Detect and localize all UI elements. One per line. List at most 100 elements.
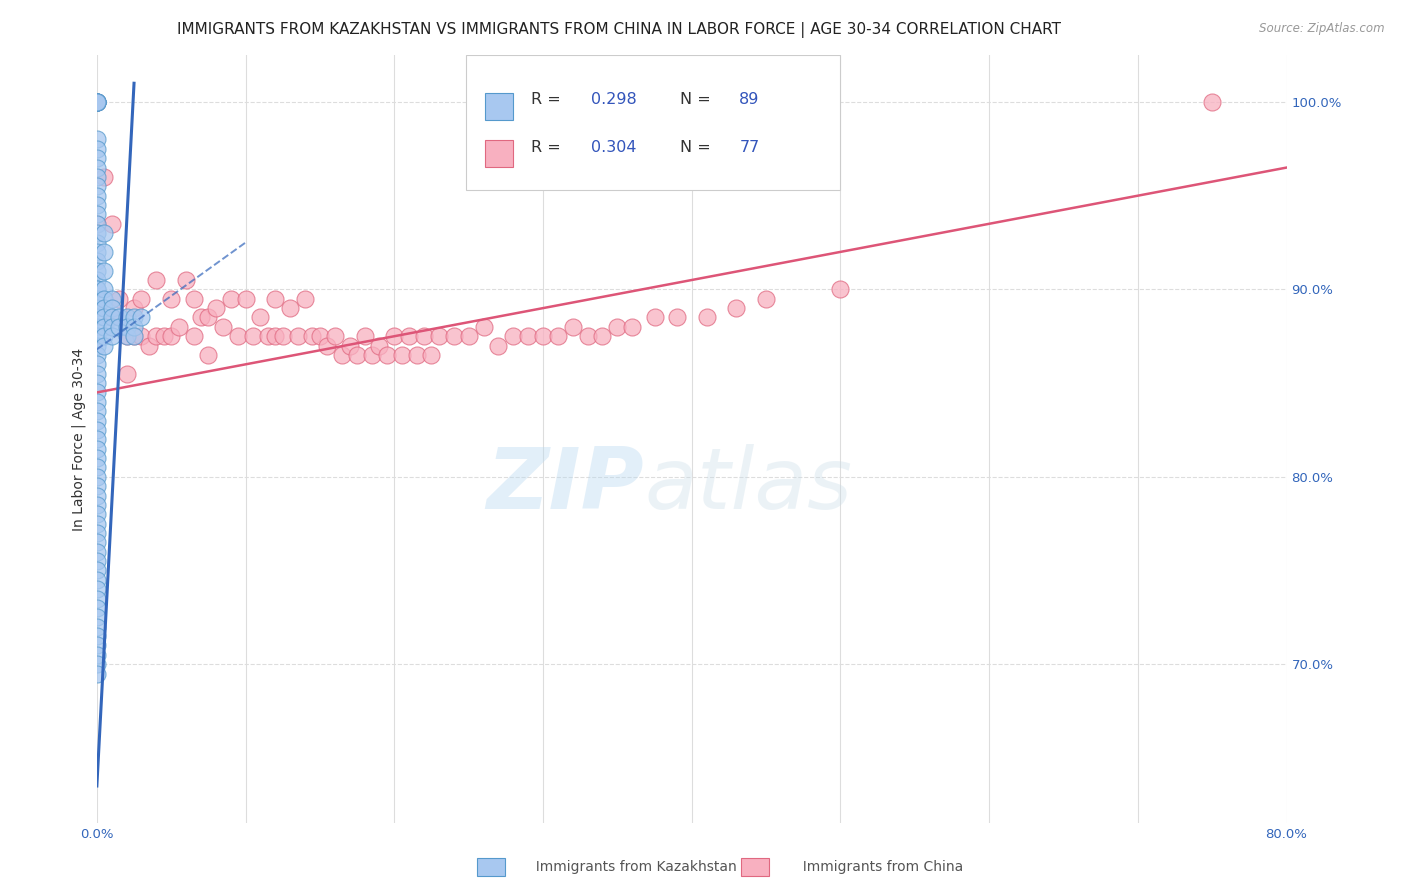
Point xyxy=(86,498,108,512)
Point xyxy=(86,244,108,259)
Point xyxy=(725,301,748,315)
Point xyxy=(405,348,427,362)
Point xyxy=(644,310,666,325)
Point xyxy=(205,301,228,315)
Text: IMMIGRANTS FROM KAZAKHSTAN VS IMMIGRANTS FROM CHINA IN LABOR FORCE | AGE 30-34 C: IMMIGRANTS FROM KAZAKHSTAN VS IMMIGRANTS… xyxy=(177,22,1060,38)
Point xyxy=(219,292,242,306)
Point xyxy=(413,329,436,343)
Point xyxy=(330,348,353,362)
Text: ZIP: ZIP xyxy=(486,444,644,527)
Point xyxy=(86,376,108,390)
Point xyxy=(93,244,115,259)
Point xyxy=(100,310,122,325)
Point xyxy=(86,198,108,212)
Text: 89: 89 xyxy=(740,92,759,107)
Point xyxy=(294,292,316,306)
Point xyxy=(86,348,108,362)
Point xyxy=(93,226,115,240)
Point xyxy=(86,263,108,277)
Point xyxy=(131,310,153,325)
Point xyxy=(86,564,108,578)
Point xyxy=(443,329,465,343)
Point xyxy=(531,329,554,343)
Point xyxy=(86,545,108,559)
Point xyxy=(86,460,108,475)
Point xyxy=(93,329,115,343)
Point xyxy=(755,292,778,306)
Point xyxy=(86,95,108,109)
Point xyxy=(226,329,249,343)
Point xyxy=(160,292,183,306)
Point xyxy=(100,301,122,315)
Point xyxy=(830,282,852,296)
Point xyxy=(249,310,271,325)
Point xyxy=(86,442,108,456)
Point xyxy=(86,132,108,146)
Text: N =: N = xyxy=(681,92,716,107)
Point xyxy=(696,310,718,325)
Point xyxy=(242,329,264,343)
FancyBboxPatch shape xyxy=(485,93,513,120)
Point xyxy=(86,95,108,109)
Point xyxy=(86,235,108,250)
Point xyxy=(93,263,115,277)
Point xyxy=(665,310,688,325)
Point xyxy=(152,329,174,343)
Point xyxy=(122,319,145,334)
Point xyxy=(264,292,287,306)
Point xyxy=(398,329,420,343)
Point xyxy=(86,404,108,418)
Point xyxy=(86,479,108,493)
Text: N =: N = xyxy=(681,140,716,155)
Point xyxy=(86,95,108,109)
Point xyxy=(93,319,115,334)
Point xyxy=(502,329,524,343)
Point xyxy=(86,657,108,672)
Point xyxy=(86,301,108,315)
Point xyxy=(86,526,108,541)
Text: 0.298: 0.298 xyxy=(591,92,637,107)
Point xyxy=(115,319,138,334)
FancyBboxPatch shape xyxy=(465,55,841,190)
Point xyxy=(212,319,235,334)
Point xyxy=(131,292,153,306)
Point xyxy=(131,329,153,343)
Point xyxy=(621,319,644,334)
Point xyxy=(427,329,450,343)
Point xyxy=(86,357,108,371)
Point xyxy=(86,620,108,634)
Point xyxy=(115,367,138,381)
Point xyxy=(86,273,108,287)
Point xyxy=(547,329,569,343)
Point xyxy=(138,338,160,352)
Point xyxy=(86,282,108,296)
Text: R =: R = xyxy=(531,140,567,155)
Point xyxy=(190,310,212,325)
Point xyxy=(86,282,108,296)
Point xyxy=(86,319,108,334)
Point xyxy=(486,338,509,352)
Point xyxy=(86,470,108,484)
Point xyxy=(86,207,108,221)
Point xyxy=(235,292,257,306)
Point xyxy=(86,95,108,109)
Point xyxy=(86,554,108,568)
Point xyxy=(346,348,368,362)
Point xyxy=(167,319,190,334)
Point xyxy=(323,329,346,343)
Point xyxy=(115,329,138,343)
Point xyxy=(86,151,108,165)
Point xyxy=(93,301,115,315)
Point xyxy=(115,310,138,325)
Point xyxy=(361,348,384,362)
Point xyxy=(86,95,108,109)
FancyBboxPatch shape xyxy=(485,140,513,168)
Point xyxy=(576,329,599,343)
Text: atlas: atlas xyxy=(644,444,852,527)
Point xyxy=(183,329,205,343)
Point xyxy=(457,329,479,343)
Point xyxy=(264,329,287,343)
Point xyxy=(420,348,443,362)
Point xyxy=(93,169,115,184)
Point xyxy=(86,217,108,231)
